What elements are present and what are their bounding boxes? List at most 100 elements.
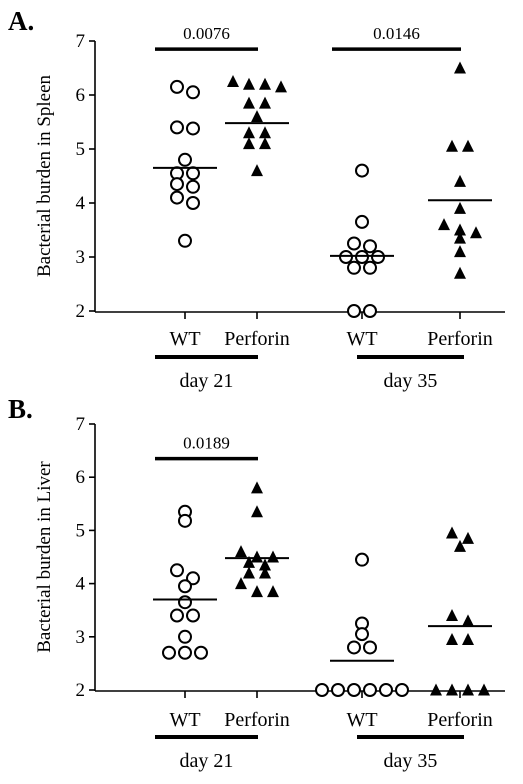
- panel-label: B.: [8, 394, 33, 424]
- data-point-circle: [363, 683, 377, 697]
- data-point-circle: [355, 214, 369, 229]
- data-point-triangle: [259, 566, 271, 579]
- data-point-triangle: [227, 75, 239, 87]
- data-point-circle: [178, 152, 192, 167]
- data-point-triangle: [446, 139, 458, 152]
- y-tick-label: 5: [76, 520, 86, 541]
- data-point-triangle: [478, 683, 490, 696]
- y-axis-label: Bacterial burden in Spleen: [34, 74, 55, 277]
- y-tick-label: 6: [76, 467, 86, 488]
- data-point-triangle: [267, 585, 279, 598]
- data-point-triangle: [462, 531, 474, 544]
- data-point-circle: [170, 177, 184, 192]
- data-point-triangle: [454, 266, 466, 279]
- group-label: day 21: [180, 370, 234, 392]
- data-point-triangle: [454, 174, 466, 187]
- data-point-circle: [186, 121, 200, 136]
- data-point-circle: [170, 608, 184, 623]
- data-point-circle: [355, 163, 369, 178]
- y-tick-label: 6: [76, 85, 86, 106]
- data-point-triangle: [251, 164, 263, 177]
- data-point-circle: [347, 260, 361, 275]
- data-point-triangle: [259, 126, 271, 139]
- data-point-triangle: [446, 526, 458, 539]
- data-point-circle: [363, 304, 377, 318]
- data-point-triangle: [438, 218, 450, 231]
- data-point-circle: [331, 683, 345, 697]
- y-tick-label: 2: [76, 680, 86, 701]
- group-label: day 35: [384, 370, 438, 392]
- data-point-triangle: [454, 61, 466, 74]
- data-point-circle: [371, 250, 385, 264]
- y-tick-label: 3: [76, 627, 86, 648]
- data-point-triangle: [462, 683, 474, 696]
- x-category-label: Perforin: [224, 709, 290, 731]
- data-point-circle: [170, 79, 184, 94]
- data-point-circle: [162, 645, 176, 660]
- data-point-circle: [347, 236, 361, 251]
- data-point-circle: [363, 260, 377, 275]
- data-point-triangle: [243, 566, 255, 579]
- data-point-triangle: [470, 226, 482, 239]
- data-point-triangle: [243, 555, 255, 568]
- panel-a: A. 2 3 4 5 6 7 Bacterial burden in Spleen WT Perf…: [8, 6, 505, 392]
- data-point-triangle: [251, 550, 263, 563]
- data-point-triangle: [454, 539, 466, 552]
- data-point-circle: [186, 179, 200, 194]
- data-point-circle: [186, 166, 200, 181]
- data-point-circle: [347, 683, 361, 697]
- data-point-circle: [186, 571, 200, 586]
- y-tick-label: 2: [76, 301, 86, 322]
- data-point-triangle: [454, 223, 466, 236]
- data-point-circle: [315, 683, 329, 697]
- data-point-circle: [194, 645, 208, 660]
- data-point-triangle: [243, 96, 255, 109]
- data-point-circle: [186, 196, 200, 210]
- data-point-circle: [178, 579, 192, 594]
- data-point-triangle: [259, 77, 271, 90]
- x-category-label: WT: [346, 709, 377, 731]
- data-point-circle: [363, 239, 377, 254]
- y-tick-label: 4: [76, 193, 86, 214]
- data-point-triangle: [251, 585, 263, 598]
- data-point-triangle: [462, 139, 474, 152]
- data-point-triangle: [454, 231, 466, 244]
- data-point-triangle: [251, 481, 263, 494]
- p-value-label: 0.0146: [373, 24, 420, 43]
- data-point-circle: [339, 250, 353, 264]
- data-point-triangle: [430, 683, 442, 696]
- x-category-label: WT: [169, 709, 200, 731]
- data-point-triangle: [446, 683, 458, 696]
- x-category-label: WT: [346, 328, 377, 350]
- data-point-circle: [170, 120, 184, 135]
- data-point-circle: [170, 563, 184, 578]
- data-point-triangle: [251, 505, 263, 518]
- data-point-triangle: [243, 77, 255, 90]
- panel-label: A.: [8, 6, 34, 36]
- data-point-triangle: [235, 545, 247, 558]
- group-label: day 35: [384, 750, 438, 772]
- y-tick-label: 4: [76, 574, 86, 595]
- data-point-circle: [170, 190, 184, 205]
- panel-b: B. 2 3 4 5 6 7 Bacterial burden in Liver WT Perfo…: [8, 394, 505, 772]
- data-point-triangle: [259, 96, 271, 109]
- data-point-circle: [178, 233, 192, 248]
- data-point-triangle: [446, 609, 458, 622]
- data-point-circle: [347, 640, 361, 655]
- data-point-triangle: [462, 632, 474, 645]
- x-category-label: Perforin: [224, 328, 290, 350]
- data-point-circle: [178, 629, 192, 644]
- data-point-circle: [379, 683, 393, 697]
- y-axis-label: Bacterial burden in Liver: [34, 461, 55, 653]
- data-point-circle: [363, 640, 377, 655]
- data-point-triangle: [454, 245, 466, 258]
- data-point-circle: [347, 304, 361, 318]
- data-point-circle: [355, 627, 369, 642]
- data-point-circle: [186, 85, 200, 100]
- p-value-label: 0.0076: [183, 24, 230, 43]
- y-tick-label: 5: [76, 139, 86, 160]
- data-point-circle: [178, 645, 192, 660]
- data-point-triangle: [259, 137, 271, 150]
- data-point-triangle: [259, 558, 271, 571]
